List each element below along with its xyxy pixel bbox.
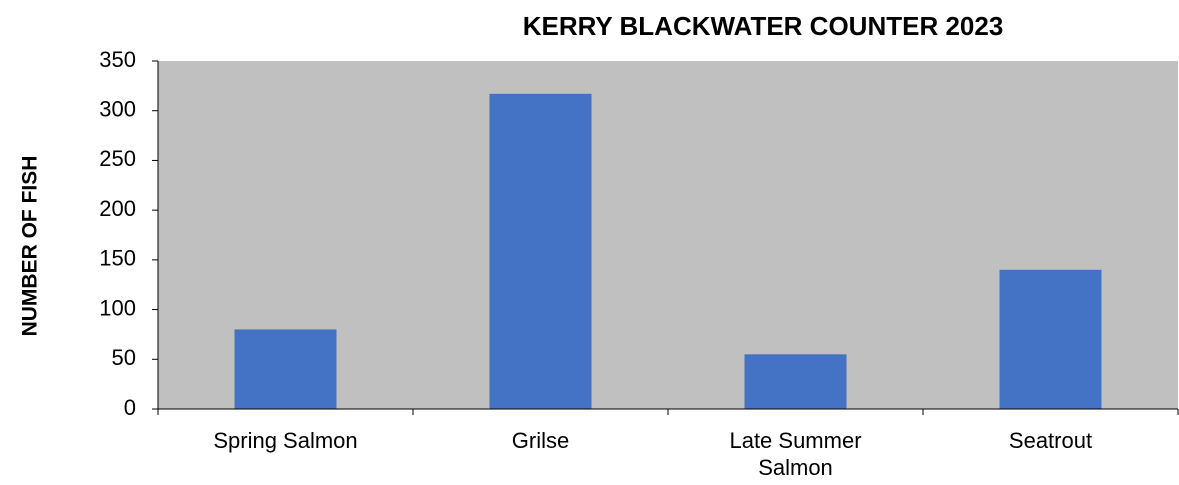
y-tick-label: 100	[99, 295, 136, 320]
y-tick-label: 50	[112, 345, 136, 370]
y-tick-label: 250	[99, 146, 136, 171]
y-tick-label: 300	[99, 97, 136, 122]
y-tick-label: 0	[124, 395, 136, 420]
bar	[489, 93, 592, 409]
y-tick-label: 200	[99, 196, 136, 221]
x-tick-label: Late Summer Salmon	[729, 428, 862, 480]
x-tick-label: Seatrout	[1008, 428, 1093, 453]
bar	[234, 329, 337, 409]
y-tick-label: 150	[99, 246, 136, 271]
y-tick-label: 350	[99, 47, 136, 72]
x-tick-label: Spring Salmon	[213, 428, 358, 453]
y-axis-label: NUMBER OF FISH	[19, 156, 42, 337]
bar	[744, 354, 847, 409]
x-tick-label: Grilse	[511, 428, 570, 453]
bar	[999, 269, 1102, 409]
chart-title: KERRY BLACKWATER COUNTER 2023	[523, 11, 1004, 41]
